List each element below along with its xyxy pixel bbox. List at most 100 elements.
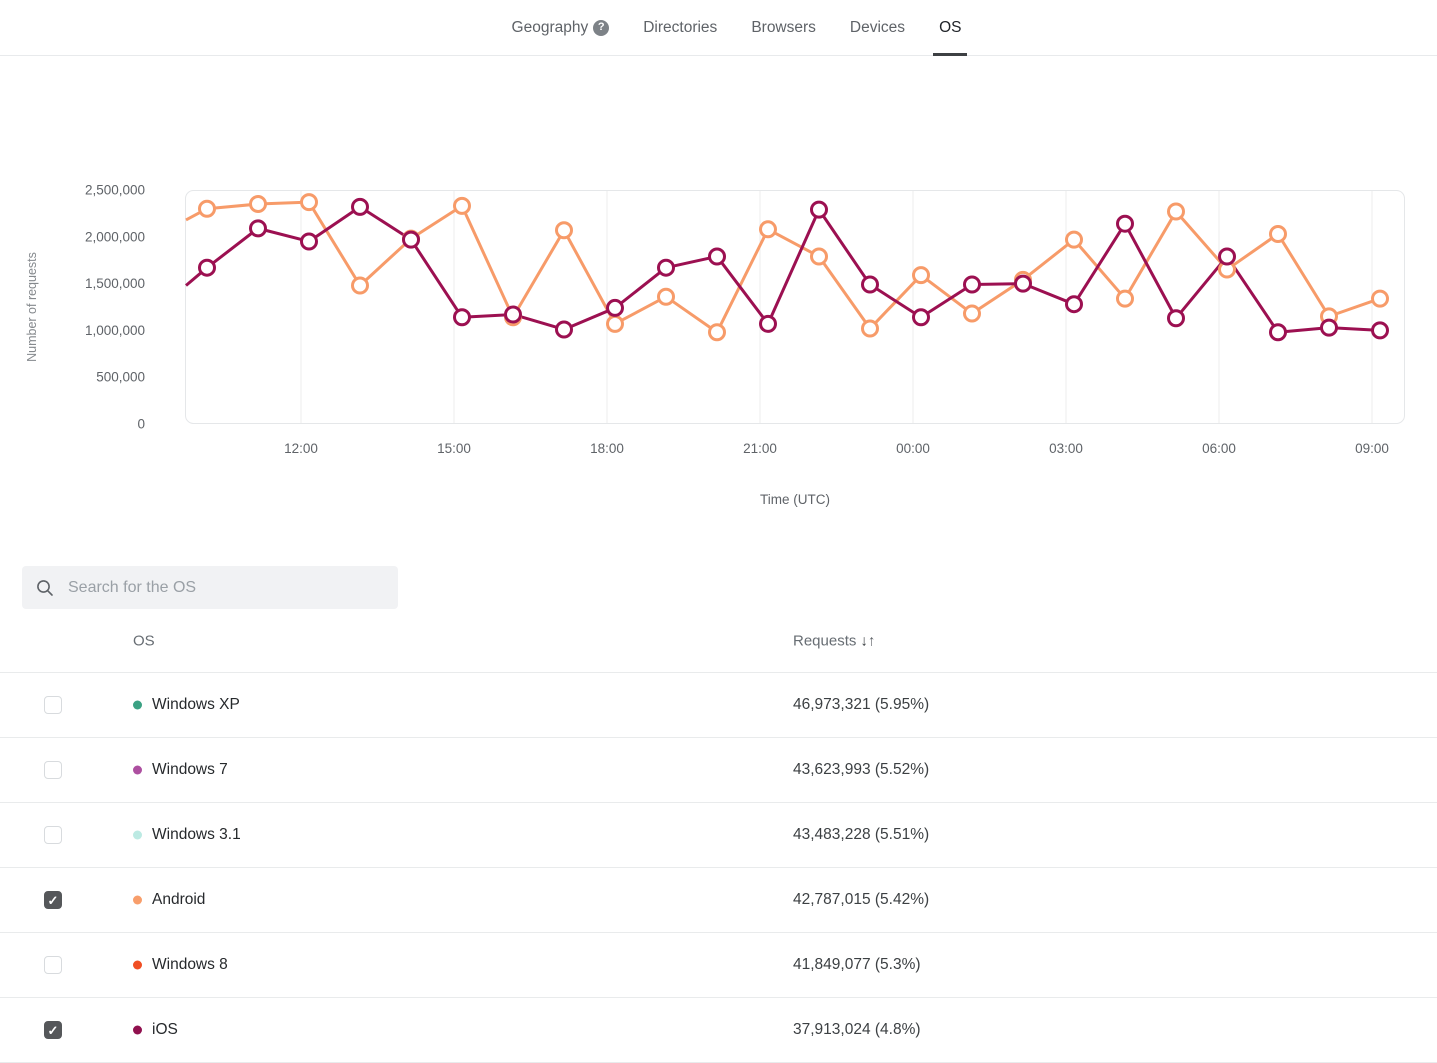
x-tick-label: 09:00 (1355, 441, 1389, 456)
unchecked-checkbox-windows-xp[interactable] (44, 696, 62, 714)
series-color-dot (133, 1025, 142, 1035)
chart-point-android[interactable] (249, 195, 267, 214)
chart-point-ios[interactable] (708, 247, 726, 266)
table-row-android[interactable]: ✓ Android 42,787,015 (5.42%) (0, 868, 1437, 933)
chart-point-android[interactable] (1269, 224, 1287, 243)
series-color-dot (133, 830, 142, 840)
os-name-label: Windows XP (152, 696, 240, 713)
chart-point-android[interactable] (1167, 202, 1185, 221)
chart-point-android[interactable] (453, 196, 471, 215)
tab-label: Devices (849, 18, 906, 36)
chart-point-ios[interactable] (861, 275, 879, 294)
chart-point-android[interactable] (300, 193, 318, 212)
unchecked-checkbox-windows-8[interactable] (44, 956, 62, 974)
chart-point-ios[interactable] (300, 232, 318, 251)
os-search-input[interactable] (68, 578, 384, 597)
x-tick-label: 21:00 (743, 441, 777, 456)
chart-point-ios[interactable] (759, 314, 777, 333)
table-row-windows-xp[interactable]: Windows XP 46,973,321 (5.95%) (0, 673, 1437, 738)
chart-point-ios[interactable] (606, 298, 624, 317)
chart-point-android[interactable] (606, 314, 624, 333)
checked-checkbox-android[interactable]: ✓ (44, 891, 62, 909)
series-line-ios (185, 205, 1381, 334)
unchecked-checkbox-windows-3-1[interactable] (44, 826, 62, 844)
chart-point-ios[interactable] (1320, 318, 1338, 337)
chart-point-ios[interactable] (657, 258, 675, 277)
chart-point-android[interactable] (1116, 289, 1134, 308)
y-tick-label: 2,000,000 (85, 229, 145, 244)
requests-value: 43,623,993 (5.52%) (793, 761, 930, 778)
tab-directories[interactable]: Directories (626, 0, 734, 55)
chart-point-ios[interactable] (555, 320, 573, 339)
os-table-body: Windows XP 46,973,321 (5.95%) Windows 7 43,… (0, 673, 1437, 1063)
chart-point-ios[interactable] (453, 308, 471, 327)
series-color-dot (133, 895, 142, 905)
chart-point-ios[interactable] (810, 200, 828, 219)
x-tick-label: 06:00 (1202, 441, 1236, 456)
chart-point-android[interactable] (912, 266, 930, 285)
tab-label: Directories (643, 18, 718, 36)
chart-point-ios[interactable] (504, 305, 522, 324)
chart-point-ios[interactable] (912, 308, 930, 327)
tab-label: Browsers (751, 18, 816, 36)
x-tick-label: 18:00 (590, 441, 624, 456)
x-tick-label: 15:00 (437, 441, 471, 456)
chart-point-ios[interactable] (402, 230, 420, 249)
tab-label: Geography (511, 18, 589, 36)
table-row-ios[interactable]: ✓ iOS 37,913,024 (4.8%) (0, 998, 1437, 1063)
tab-bar-inner: Geography? Directories Browsers Devices OS (495, 0, 979, 56)
os-table-header: OS Requests ↓↑ (0, 609, 1437, 673)
x-axis-title: Time (UTC) (760, 492, 830, 507)
search-icon (37, 579, 53, 596)
sort-descending-icon[interactable]: ↓ (860, 632, 868, 649)
chart-point-ios[interactable] (351, 197, 369, 216)
chart-point-ios[interactable] (1167, 309, 1185, 328)
chart-point-android[interactable] (963, 304, 981, 323)
chart-point-android[interactable] (555, 221, 573, 240)
chart-point-android[interactable] (657, 287, 675, 306)
table-row-windows-7[interactable]: Windows 7 43,623,993 (5.52%) (0, 738, 1437, 803)
chart-point-ios[interactable] (963, 275, 981, 294)
x-tick-label: 12:00 (284, 441, 318, 456)
chart-point-ios[interactable] (1371, 321, 1389, 340)
os-search-box (22, 566, 398, 609)
x-tick-label: 00:00 (896, 441, 930, 456)
tab-browsers[interactable]: Browsers (734, 0, 833, 55)
series-color-dot (133, 960, 142, 970)
os-name-label: Windows 3.1 (152, 826, 241, 843)
requests-column-header[interactable]: Requests ↓↑ (793, 632, 875, 649)
table-row-windows-8[interactable]: Windows 8 41,849,077 (5.3%) (0, 933, 1437, 998)
chart-point-android[interactable] (198, 199, 216, 218)
y-tick-label: 0 (137, 417, 145, 432)
checked-checkbox-ios[interactable]: ✓ (44, 1021, 62, 1039)
chart-point-android[interactable] (351, 276, 369, 295)
chart-point-ios[interactable] (198, 258, 216, 277)
chart-point-ios[interactable] (1065, 295, 1083, 314)
chart-point-android[interactable] (1371, 289, 1389, 308)
chart-point-android[interactable] (810, 247, 828, 266)
y-tick-label: 2,500,000 (85, 183, 145, 198)
chart-point-android[interactable] (861, 319, 879, 338)
series-color-dot (133, 765, 142, 775)
chart-point-ios[interactable] (1218, 247, 1236, 266)
chart-point-ios[interactable] (249, 219, 267, 238)
tab-geography[interactable]: Geography? (495, 0, 627, 55)
table-row-windows-3-1[interactable]: Windows 3.1 43,483,228 (5.51%) (0, 803, 1437, 868)
series-color-dot (133, 700, 142, 710)
sort-ascending-icon[interactable]: ↑ (867, 632, 876, 649)
chart-point-ios[interactable] (1116, 214, 1134, 233)
chart-point-ios[interactable] (1269, 323, 1287, 342)
os-name-label: iOS (152, 1021, 178, 1038)
chart-point-android[interactable] (1065, 230, 1083, 249)
chart-point-ios[interactable] (1014, 274, 1032, 293)
chart-point-android[interactable] (708, 323, 726, 342)
plot-border (185, 190, 1405, 424)
requests-line-chart: 12:00 15:00 18:00 21:00 00:00 03:00 06:00 09:00… (25, 183, 1405, 507)
y-tick-label: 1,000,000 (85, 323, 145, 338)
unchecked-checkbox-windows-7[interactable] (44, 761, 62, 779)
chart-point-android[interactable] (759, 220, 777, 239)
tab-devices[interactable]: Devices (833, 0, 922, 55)
help-icon[interactable]: ? (593, 19, 610, 36)
requests-value: 46,973,321 (5.95%) (793, 696, 930, 713)
tab-os[interactable]: OS (922, 0, 978, 56)
